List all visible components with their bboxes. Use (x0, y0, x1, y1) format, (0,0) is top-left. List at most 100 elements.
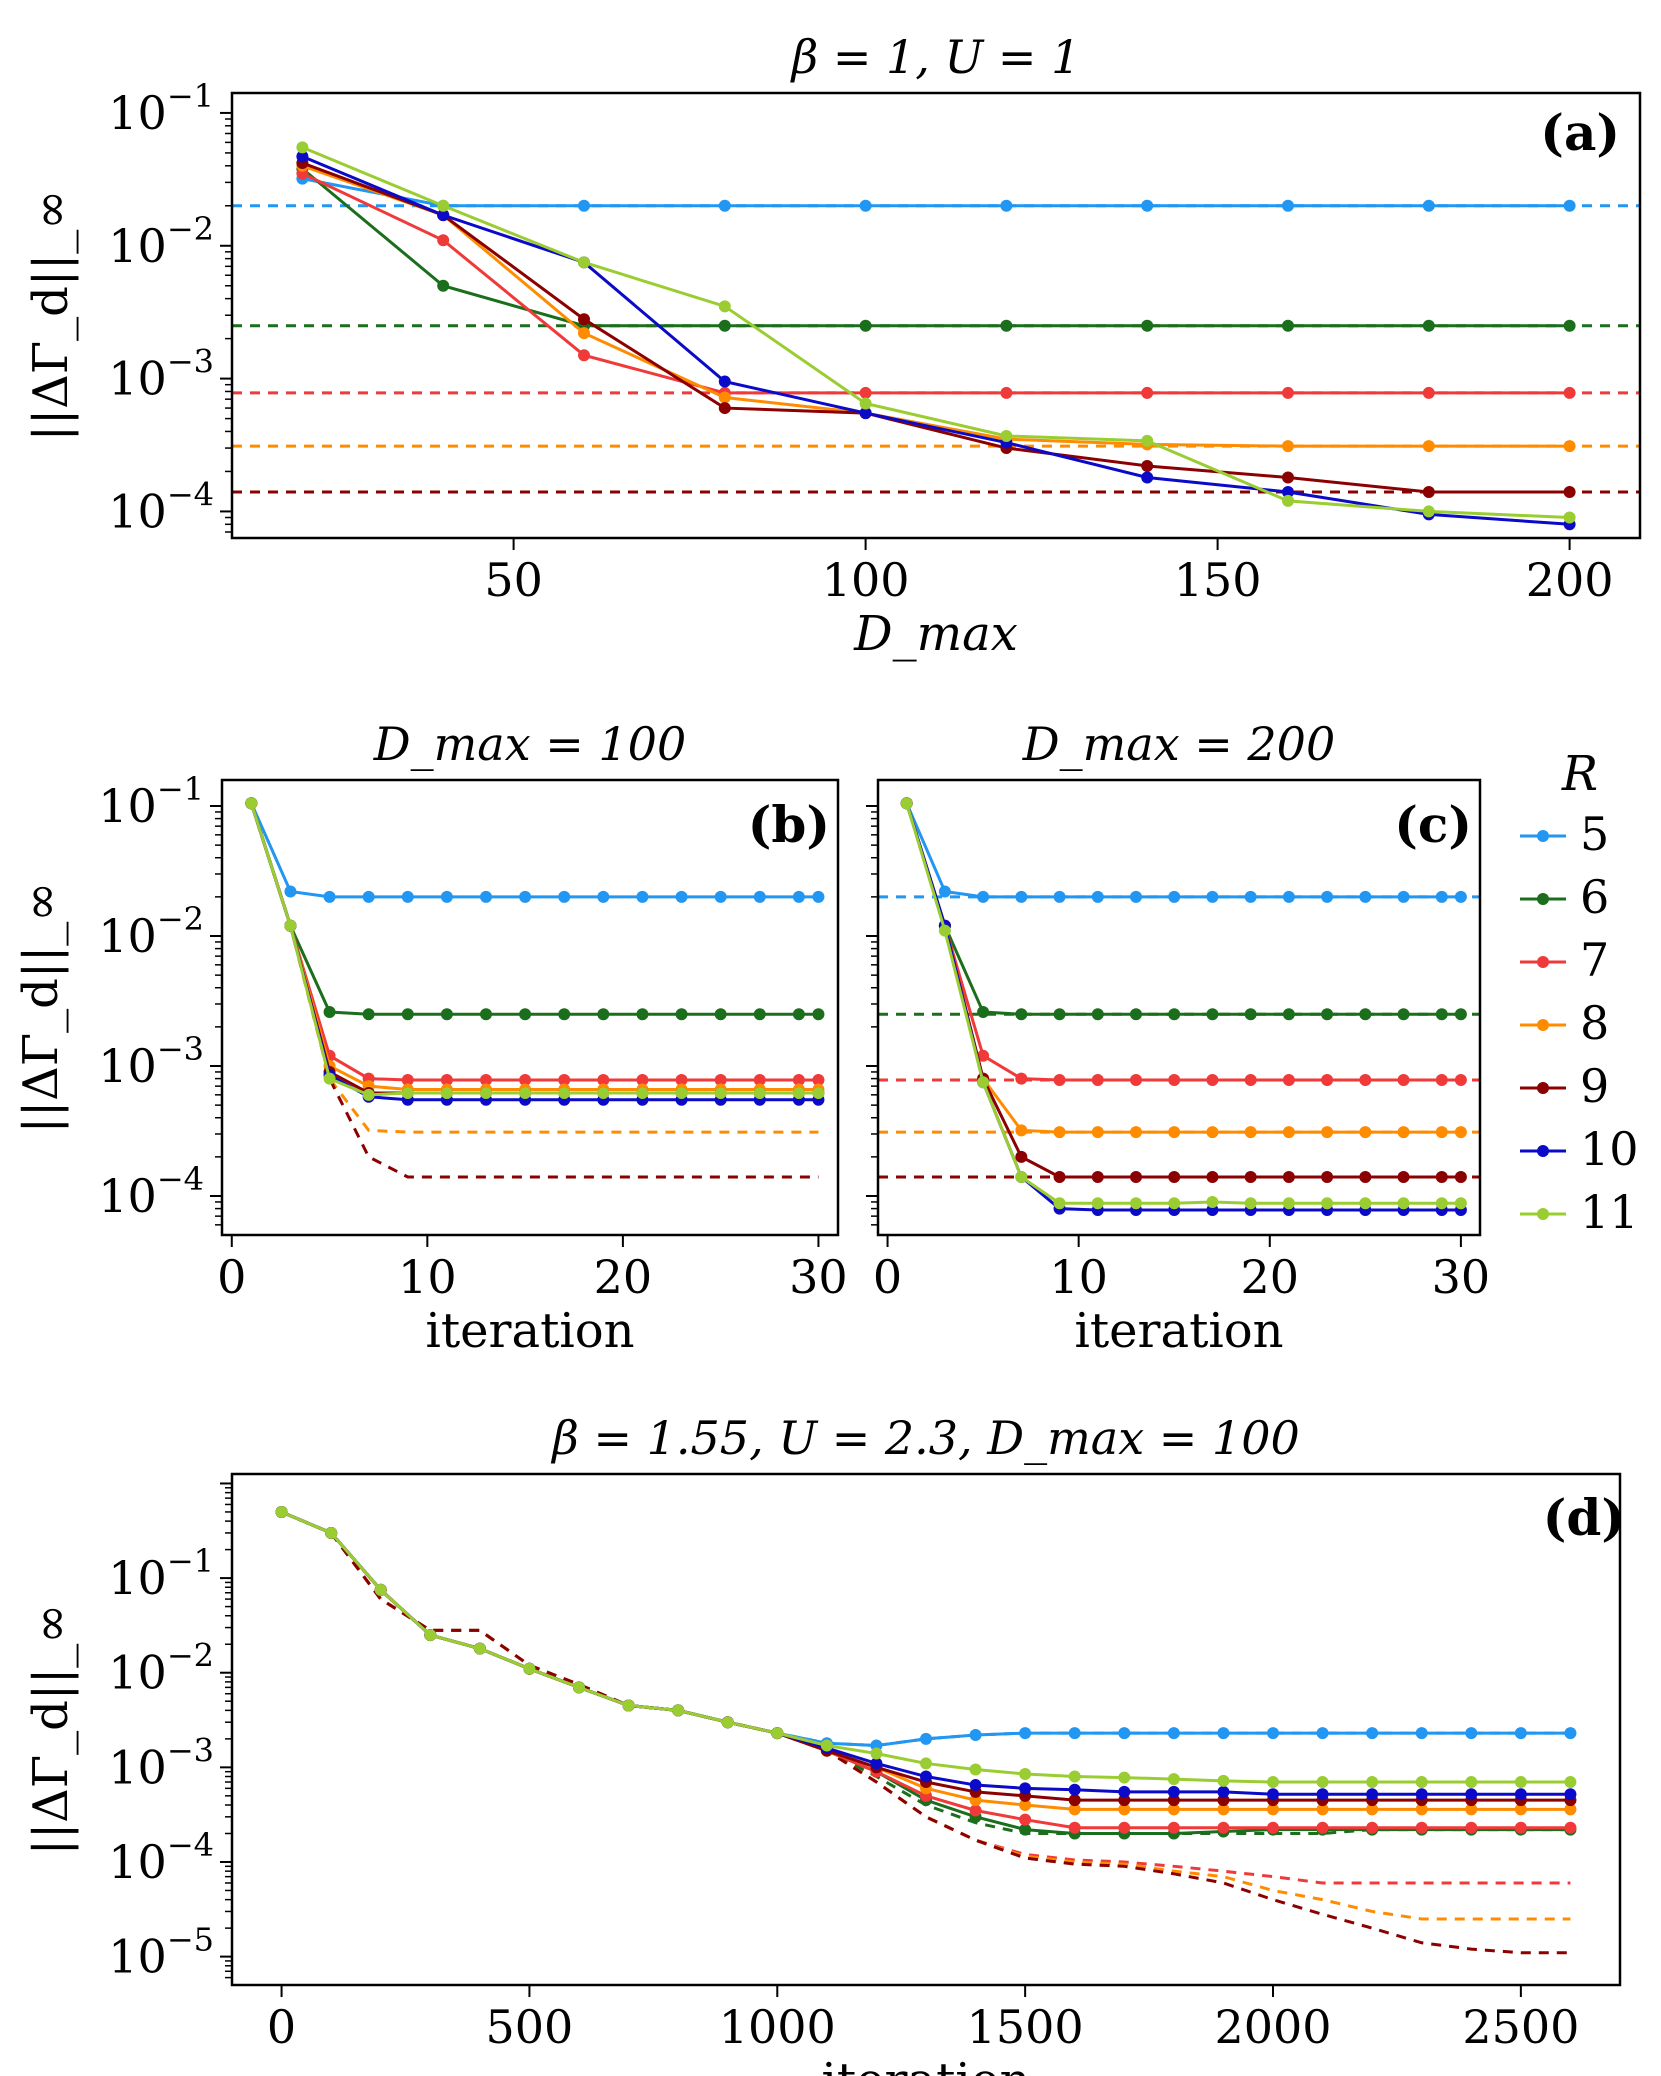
y-tick-label-base: 10 (108, 352, 167, 406)
data-point-11 (325, 1526, 338, 1539)
x-axis-label: iteration (425, 1303, 634, 1359)
series-line-11 (249, 802, 819, 1097)
data-point-11 (859, 397, 872, 410)
data-point-5 (1454, 890, 1467, 903)
data-point-11 (675, 1086, 688, 1099)
data-point-11 (1514, 1776, 1527, 1789)
plot-frame (220, 778, 840, 1237)
legend-label: 6 (1580, 870, 1609, 924)
x-tick-label: 150 (1174, 553, 1262, 607)
y-tick-label-exp: −4 (167, 1826, 214, 1864)
data-point-7 (1118, 1821, 1131, 1834)
y-tick-label-exp: −5 (167, 1921, 214, 1959)
data-point-5 (636, 890, 649, 903)
data-point-6 (1053, 1008, 1066, 1021)
data-point-11 (323, 1072, 336, 1085)
data-point-11 (1366, 1776, 1379, 1789)
data-point-11 (870, 1747, 883, 1760)
x-tick-label: 0 (873, 1250, 902, 1304)
data-point-11 (1454, 1197, 1467, 1210)
data-point-9 (1091, 1171, 1104, 1184)
series-line-6 (301, 167, 1570, 328)
data-point-8 (1359, 1126, 1372, 1139)
data-point-7 (1321, 1074, 1334, 1087)
data-point-11 (424, 1629, 437, 1642)
data-point-5 (718, 199, 731, 212)
data-point-11 (1244, 1197, 1257, 1210)
data-point-11 (977, 1076, 990, 1089)
data-point-8 (1316, 1803, 1329, 1816)
x-tick-label: 30 (789, 1250, 848, 1304)
data-point-10 (1217, 1785, 1230, 1798)
x-tick-label: 20 (594, 1250, 653, 1304)
data-point-11 (1068, 1770, 1081, 1783)
data-point-11 (1267, 1776, 1279, 1789)
data-point-5 (1015, 890, 1028, 903)
data-point-5 (1282, 199, 1294, 212)
data-point-11 (245, 797, 258, 810)
data-point-8 (1282, 440, 1294, 453)
panel-a: β = 1, U = 110−410−310−210−150 100 150 200D… (23, 30, 1642, 662)
data-point-9 (1359, 1171, 1372, 1184)
data-point-8 (1415, 1803, 1428, 1816)
data-point-7 (480, 1074, 492, 1087)
series-6 (245, 797, 825, 1021)
dashed-series-8 (249, 802, 819, 1134)
data-point-7 (1454, 1074, 1467, 1087)
y-tick-label: 10−1 (108, 77, 214, 140)
data-point-11 (519, 1086, 532, 1099)
y-axis-label: ||ΔΓ_d||_∞ (13, 882, 69, 1133)
data-point-5 (1217, 1727, 1230, 1740)
y-tick-label: 10−3 (98, 1030, 204, 1093)
data-point-11 (1316, 1776, 1329, 1789)
data-point-9 (1217, 1794, 1230, 1807)
data-point-5 (1167, 1727, 1180, 1740)
x-tick-label: 1000 (719, 2000, 836, 2054)
series-line-10 (301, 155, 1570, 526)
data-point-8 (1564, 1803, 1577, 1816)
data-point-10 (296, 150, 309, 163)
legend-entry-10: 10 (1520, 1122, 1639, 1176)
data-point-10 (969, 1779, 982, 1792)
data-point-7 (1053, 1074, 1066, 1087)
panel-label: (b) (748, 795, 830, 854)
dashed-series-7 (280, 1510, 1571, 1885)
data-point-11 (440, 1086, 453, 1099)
data-point-6 (812, 1008, 825, 1021)
data-point-8 (1514, 1803, 1527, 1816)
data-point-5 (1141, 199, 1154, 212)
data-point-11 (1435, 1197, 1448, 1210)
data-point-11 (1359, 1197, 1372, 1210)
data-point-7 (1206, 1074, 1219, 1087)
y-ticks: 10−410−310−210−1 (98, 770, 222, 1223)
data-point-6 (859, 319, 872, 332)
data-point-8 (1366, 1803, 1379, 1816)
y-tick-label: 10−2 (108, 1637, 214, 1700)
plot-frame (230, 1472, 1622, 1987)
data-point-9 (1168, 1171, 1181, 1184)
data-point-5 (1422, 199, 1435, 212)
data-point-5 (1563, 199, 1576, 212)
data-point-8 (1015, 1124, 1028, 1137)
data-point-7 (1435, 1074, 1448, 1087)
data-point-10 (1514, 1788, 1527, 1801)
series-line-5 (905, 802, 1461, 899)
data-point-5 (597, 890, 610, 903)
series-11 (275, 1505, 1577, 1789)
x-tick-label: 10 (1049, 1250, 1108, 1304)
panel-title: β = 1, U = 1 (790, 30, 1081, 84)
data-point-11 (1118, 1771, 1131, 1784)
data-point-6 (1141, 319, 1154, 332)
data-point-7 (1514, 1821, 1527, 1834)
data-point-8 (1217, 1803, 1230, 1816)
series-5 (296, 172, 1576, 212)
legend-label: 5 (1580, 807, 1609, 861)
data-point-5 (558, 890, 571, 903)
series-line-8 (301, 164, 1570, 448)
data-point-10 (1282, 486, 1294, 499)
data-point-8 (718, 391, 731, 404)
data-point-8 (1053, 1126, 1066, 1139)
data-point-11 (362, 1088, 375, 1101)
data-point-11 (1422, 505, 1435, 518)
